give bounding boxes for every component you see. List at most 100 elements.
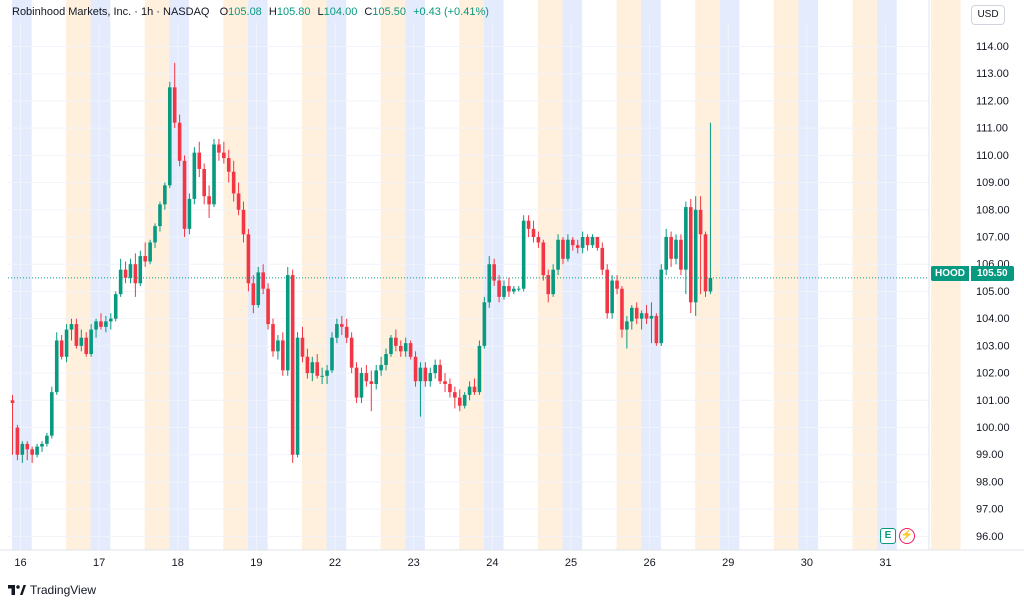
candle-body (384, 354, 388, 365)
candle-body (629, 307, 634, 322)
candle-body (256, 272, 261, 306)
candle-body (369, 381, 374, 384)
candle-body (571, 239, 575, 246)
candle-body (320, 375, 324, 377)
candle-body (109, 318, 113, 322)
currency-button[interactable]: USD (971, 5, 1005, 25)
candle-body (359, 373, 364, 398)
candle-body (398, 345, 403, 352)
low-value: 104.00 (323, 6, 358, 18)
candle-body (10, 400, 15, 404)
candle-body (138, 256, 143, 284)
candle-body (15, 427, 20, 455)
chart-area[interactable]: 96.00 97.00 98.00 99.00 100.00 101.00 102.00 10… (0, 0, 1024, 580)
candle-body (462, 394, 467, 406)
candle-body (443, 381, 447, 384)
candle-body (315, 362, 320, 376)
candle-body (182, 160, 187, 229)
candle-body (261, 272, 265, 289)
candle-body (374, 370, 379, 384)
candle-body (300, 337, 305, 357)
candle-body (453, 392, 457, 398)
candle-body (89, 329, 93, 355)
candle-body (590, 237, 595, 246)
candle-body (600, 247, 605, 270)
premarket-band (641, 0, 661, 550)
x-tick-label: 17 (93, 557, 105, 569)
y-tick-label: 103.00 (976, 340, 1010, 352)
candle-body (310, 362, 315, 374)
afterhours-band (695, 0, 725, 550)
y-tick-label: 100.00 (976, 422, 1010, 434)
x-tick-label: 19 (250, 557, 262, 569)
change-value: +0.43 (+0.41%) (413, 6, 489, 18)
premarket-band (12, 0, 32, 550)
candle-body (295, 337, 300, 455)
x-tick-label: 16 (14, 557, 26, 569)
afterhours-band (459, 0, 489, 550)
candle-body (403, 343, 408, 352)
candle-body (40, 443, 44, 447)
last-price-symbol: HOOD (931, 266, 969, 281)
candle-body (123, 269, 128, 278)
candle-body (418, 367, 423, 382)
afterhours-band (380, 0, 411, 550)
candle-body (354, 367, 359, 398)
candle-body (507, 286, 511, 292)
candle-body (413, 356, 418, 382)
candle-body (580, 237, 585, 248)
candle-body (688, 207, 693, 303)
tradingview-logo-icon (8, 585, 26, 595)
high-label: H (268, 6, 277, 18)
y-tick-label: 114.00 (976, 41, 1009, 53)
x-tick-label: 30 (801, 557, 813, 569)
candle-body (649, 315, 654, 319)
symbol-legend: Robinhood Markets, Inc. · 1h · NASDAQ O1… (12, 6, 489, 18)
candle-body (502, 286, 506, 297)
candlestick-chart[interactable]: 96.00 97.00 98.00 99.00 100.00 101.00 102.00 10… (0, 0, 1024, 580)
candle-body (285, 275, 290, 371)
premarket-band (90, 0, 111, 550)
earnings-icon[interactable]: E (880, 528, 896, 544)
candle-body (94, 321, 98, 330)
candle-body (438, 364, 442, 382)
candle-body (551, 269, 555, 295)
last-price-value: 105.50 (971, 266, 1014, 281)
premarket-band (798, 0, 819, 550)
candle-body (497, 280, 501, 297)
candle-body (74, 324, 79, 346)
candle-body (251, 283, 256, 306)
candle-body (674, 239, 678, 259)
y-tick-label: 107.00 (976, 232, 1010, 244)
high-value: 105.80 (276, 6, 311, 18)
candle-body (566, 239, 570, 259)
candle-body (595, 237, 600, 248)
candle-body (344, 326, 349, 338)
y-tick-label: 108.00 (976, 204, 1010, 216)
candle-body (620, 288, 624, 330)
afterhours-band (852, 0, 882, 550)
y-tick-label: 111.00 (976, 123, 1008, 135)
candle-body (448, 383, 452, 393)
dividend-icon[interactable]: ⚡ (899, 528, 915, 544)
close-value: 105.50 (372, 6, 406, 18)
premarket-band (405, 0, 425, 550)
candle-body (212, 144, 216, 205)
candle-body (364, 373, 369, 382)
candle-body (246, 234, 251, 284)
x-tick-label: 23 (408, 557, 420, 569)
candle-body (241, 209, 246, 235)
candle-body (20, 443, 25, 455)
x-tick-label: 25 (565, 557, 577, 569)
candle-body (192, 152, 197, 199)
candle-body (669, 237, 673, 259)
tradingview-logo[interactable]: TradingView (8, 583, 96, 597)
candle-body (423, 367, 428, 382)
candle-body (281, 340, 285, 371)
candle-body (408, 343, 413, 357)
candle-body (276, 340, 280, 352)
candle-body (148, 242, 152, 262)
candle-body (64, 329, 69, 357)
x-tick-label: 22 (329, 557, 341, 569)
open-label: O (219, 6, 229, 18)
